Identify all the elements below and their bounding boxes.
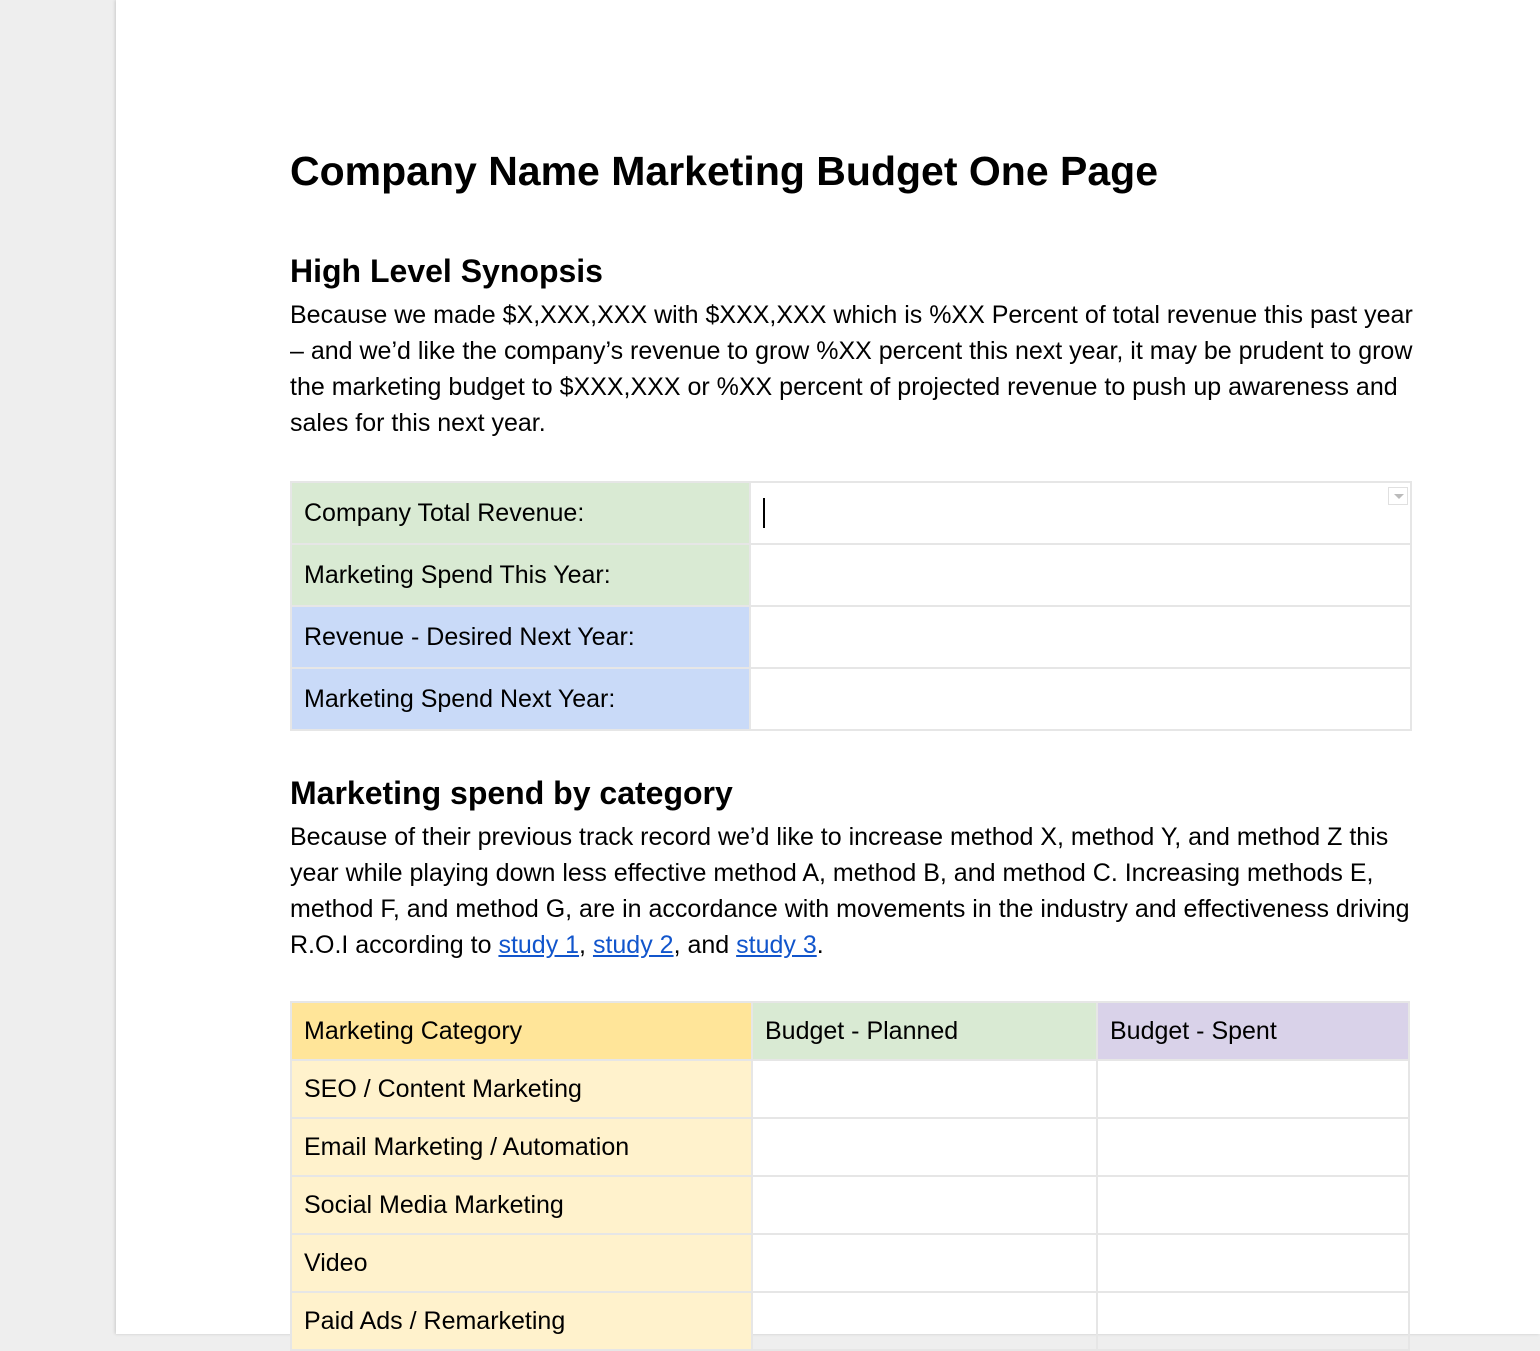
header-planned: Budget - Planned xyxy=(751,1001,1098,1061)
table-header-row: Marketing Category Budget - Planned Budg… xyxy=(290,1001,1410,1061)
spent-cell[interactable] xyxy=(1096,1059,1410,1119)
spent-cell[interactable] xyxy=(1096,1175,1410,1235)
category-cell: Email Marketing / Automation xyxy=(290,1117,753,1177)
category-cell: SEO / Content Marketing xyxy=(290,1059,753,1119)
planned-cell[interactable] xyxy=(751,1059,1098,1119)
category-table: Marketing Category Budget - Planned Budg… xyxy=(290,1001,1410,1351)
spent-cell[interactable] xyxy=(1096,1117,1410,1177)
header-spent: Budget - Spent xyxy=(1096,1001,1410,1061)
document-page: Company Name Marketing Budget One Page H… xyxy=(116,0,1540,1351)
category-paragraph: Because of their previous track record w… xyxy=(290,823,1410,959)
spent-cell[interactable] xyxy=(1096,1291,1410,1351)
planned-cell[interactable] xyxy=(751,1175,1098,1235)
header-category: Marketing Category xyxy=(290,1001,753,1061)
table-row: Marketing Spend This Year: xyxy=(290,543,1412,607)
synopsis-paragraph: Because we made $X,XXX,XXX with $XXX,XXX… xyxy=(290,301,1413,437)
synopsis-heading: High Level Synopsis xyxy=(290,253,603,289)
category-heading: Marketing spend by category xyxy=(290,775,733,811)
table-row: Email Marketing / Automation xyxy=(290,1117,1410,1177)
study-1-link[interactable]: study 1 xyxy=(498,931,580,959)
row-label: Company Total Revenue: xyxy=(290,481,751,545)
table-row: Marketing Spend Next Year: xyxy=(290,667,1412,731)
study-2-link[interactable]: study 2 xyxy=(592,931,674,959)
category-cell: Social Media Marketing xyxy=(290,1175,753,1235)
dropdown-arrow-icon[interactable] xyxy=(1388,487,1408,505)
value-cell[interactable] xyxy=(749,543,1412,607)
revenue-value-cell[interactable] xyxy=(749,481,1412,545)
table-row: Social Media Marketing xyxy=(290,1175,1410,1235)
planned-cell[interactable] xyxy=(751,1233,1098,1293)
category-cell: Video xyxy=(290,1233,753,1293)
category-cell: Paid Ads / Remarketing xyxy=(290,1291,753,1351)
study-3-link[interactable]: study 3 xyxy=(736,931,817,959)
document-title: Company Name Marketing Budget One Page xyxy=(290,148,1159,194)
table-row: SEO / Content Marketing xyxy=(290,1059,1410,1119)
summary-table: Company Total Revenue: Marketing Spend T… xyxy=(290,481,1412,731)
table-row: Revenue - Desired Next Year: xyxy=(290,605,1412,669)
value-cell[interactable] xyxy=(749,667,1412,731)
planned-cell[interactable] xyxy=(751,1117,1098,1177)
planned-cell[interactable] xyxy=(751,1291,1098,1351)
table-row: Paid Ads / Remarketing xyxy=(290,1291,1410,1351)
table-row: Company Total Revenue: xyxy=(290,481,1412,545)
text-cursor xyxy=(763,498,765,529)
table-row: Video xyxy=(290,1233,1410,1293)
row-label: Marketing Spend Next Year: xyxy=(290,667,751,731)
row-label: Marketing Spend This Year: xyxy=(290,543,751,607)
value-cell[interactable] xyxy=(749,605,1412,669)
spent-cell[interactable] xyxy=(1096,1233,1410,1293)
row-label: Revenue - Desired Next Year: xyxy=(290,605,751,669)
